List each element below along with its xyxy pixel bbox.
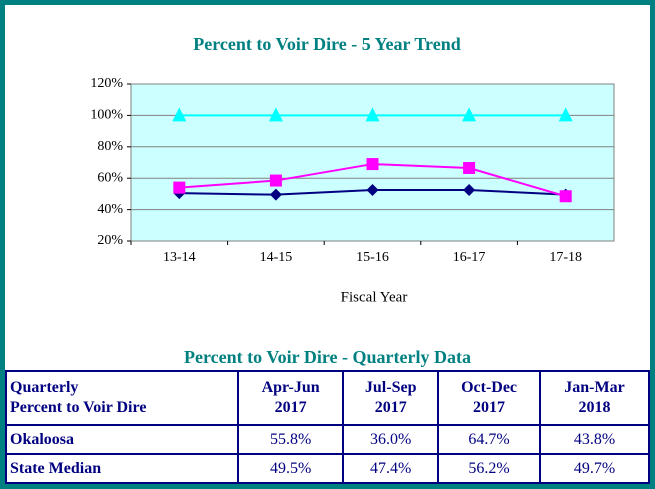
x-tick-label: 17-18	[549, 250, 582, 265]
header-cell: Jul-Sep 2017	[342, 370, 440, 426]
marker	[269, 188, 282, 201]
table-cell: 49.7%	[538, 453, 651, 484]
table-cell: 64.7%	[437, 424, 541, 455]
x-tick-label: 14-15	[260, 250, 293, 265]
y-tick-label: 40%	[97, 202, 123, 217]
header-text: Jan-Mar	[564, 379, 625, 396]
header-text: Oct-Dec	[461, 379, 518, 396]
marker	[463, 161, 476, 174]
marker	[268, 107, 283, 122]
table: Quarterly Percent to Voir Dire Apr-Jun 2017…	[5, 370, 651, 484]
marker	[463, 183, 476, 196]
header-text: Percent to Voir Dire	[10, 399, 147, 416]
x-axis-label: Fiscal Year	[341, 289, 408, 305]
header-cell: Oct-Dec 2017	[437, 370, 541, 426]
marker	[558, 107, 573, 122]
table-cell: State Median	[5, 453, 239, 484]
marker	[462, 107, 477, 122]
header-text: 2017	[473, 399, 506, 416]
table-cell: Okaloosa	[5, 424, 239, 455]
header-text: 2017	[374, 399, 407, 416]
x-tick-label: 15-16	[356, 250, 389, 265]
table-row: Okaloosa 55.8% 36.0% 64.7% 43.8%	[5, 424, 651, 455]
table-title: Percent to Voir Dire - Quarterly Data	[184, 347, 471, 367]
y-tick-label: 120%	[90, 76, 123, 91]
y-tick-label: 100%	[90, 108, 123, 123]
header-cell: Quarterly Percent to Voir Dire	[5, 370, 239, 426]
chart-title: Percent to Voir Dire - 5 Year Trend	[193, 34, 460, 54]
y-tick-label: 80%	[97, 139, 123, 154]
header-text: Jul-Sep	[364, 379, 417, 396]
table-cell: 43.8%	[538, 424, 651, 455]
x-tick-label: 16-17	[453, 250, 486, 265]
marker	[172, 107, 187, 122]
marker	[269, 174, 282, 187]
chart: Percent to Voir Dire - 5 Year Trend Fisc…	[90, 34, 615, 305]
header-cell: Apr-Jun 2017	[236, 370, 345, 426]
marker	[559, 190, 572, 203]
table-row: State Median 49.5% 47.4% 56.2% 49.7%	[5, 453, 651, 484]
header-cell: Jan-Mar 2018	[538, 370, 651, 426]
y-tick-label: 20%	[97, 233, 123, 248]
header-text: Apr-Jun	[261, 379, 320, 396]
header-row: Quarterly Percent to Voir Dire Apr-Jun 2017…	[5, 370, 651, 426]
marker	[365, 107, 380, 122]
y-tick-label: 60%	[97, 170, 123, 185]
header-text: Quarterly	[10, 379, 79, 396]
marker	[366, 158, 379, 171]
marker	[173, 181, 186, 194]
table-cell: 49.5%	[236, 453, 345, 484]
header-text: 2018	[578, 399, 611, 416]
marker	[366, 183, 379, 196]
x-tick-label: 13-14	[163, 250, 196, 265]
table-cell: 56.2%	[437, 453, 541, 484]
table-cell: 36.0%	[342, 424, 440, 455]
header-text: 2017	[274, 399, 307, 416]
table-cell: 47.4%	[342, 453, 440, 484]
table-cell: 55.8%	[236, 424, 345, 455]
